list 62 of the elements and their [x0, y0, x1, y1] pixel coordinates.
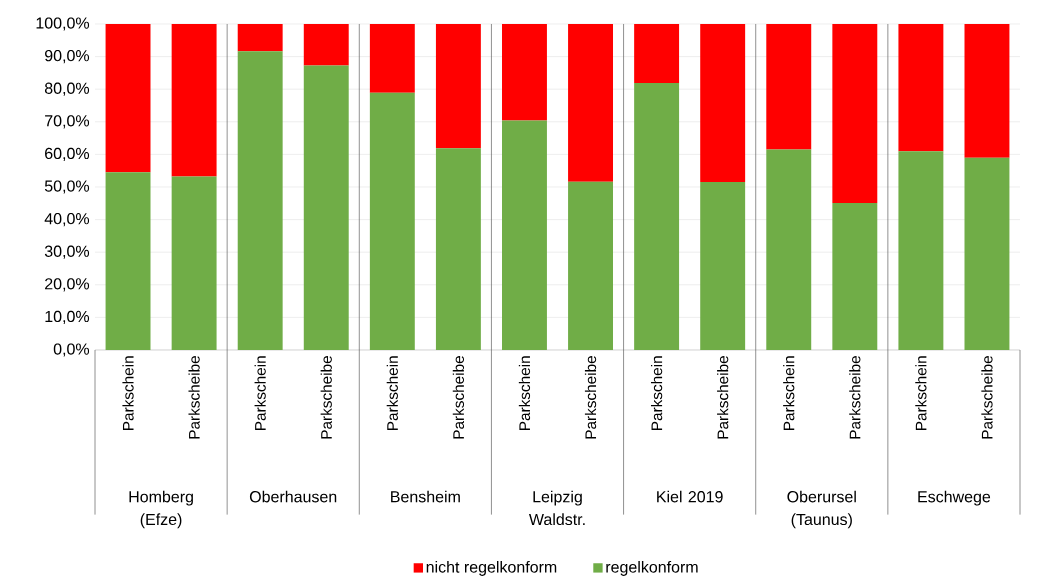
- text: Homberg (Efze): [129, 490, 193, 529]
- bar: [237, 23, 283, 52]
- text: Eschwege: [918, 490, 991, 506]
- bar: [832, 202, 878, 350]
- bar: [369, 23, 415, 93]
- bar: [964, 157, 1010, 350]
- y-tick-label: 80,0%: [44, 82, 90, 96]
- bar: [634, 83, 680, 350]
- bar: [303, 23, 349, 66]
- bar: [105, 172, 151, 350]
- y-tick-label: 100,0%: [36, 17, 90, 31]
- y-tick-label: 50,0%: [44, 180, 90, 194]
- legend-label: regelkonform: [606, 560, 698, 576]
- x-tick-label: Parkscheibe: [584, 356, 597, 439]
- bar: [634, 23, 680, 83]
- bar: [237, 51, 283, 350]
- x-tick-label: Parkscheibe: [717, 356, 729, 439]
- y-tick-label: 90,0%: [45, 49, 90, 64]
- x-tick-label: Parkschein: [783, 356, 795, 430]
- y-tick-label: 70,0%: [45, 115, 90, 129]
- bar: [369, 92, 415, 350]
- text: Leipzig Waldstr.: [528, 490, 585, 526]
- x-tick-label: Parkscheibe: [320, 356, 332, 439]
- bar: [700, 23, 746, 183]
- bar: [435, 23, 481, 149]
- x-tick-label: Parkschein: [650, 356, 663, 430]
- y-tick-label: 20,0%: [45, 278, 90, 292]
- bar: [898, 23, 944, 152]
- x-tick-label: Parkschein: [518, 356, 531, 430]
- x-tick-label: Parkschein: [386, 356, 398, 430]
- bar: [303, 65, 349, 350]
- text: Bensheim: [391, 490, 460, 503]
- bar: [832, 23, 878, 203]
- y-tick-label: 10,0%: [45, 310, 90, 324]
- x-tick-label: Parkscheibe: [981, 356, 993, 439]
- y-tick-label: 30,0%: [44, 245, 90, 259]
- bar: [171, 176, 217, 350]
- y-tick-label: 60,0%: [45, 147, 90, 161]
- bar: [964, 23, 1010, 158]
- bar: [700, 182, 746, 350]
- x-tick-label: Parkscheibe: [452, 356, 465, 439]
- bar: [568, 23, 614, 182]
- x-tick-label: Parkschein: [915, 356, 927, 430]
- y-tick-label: 40,0%: [44, 212, 90, 227]
- y-tick-label: 0,0%: [53, 343, 90, 357]
- bar: [502, 23, 547, 121]
- text: Kiel 2019: [657, 490, 723, 503]
- text: Oberursel (Taunus): [787, 490, 856, 529]
- bar: [766, 149, 812, 350]
- bar: [766, 23, 812, 150]
- x-tick-label: Parkscheibe: [849, 356, 861, 439]
- bar: [105, 23, 151, 173]
- bar: [435, 148, 481, 350]
- x-tick-label: Parkschein: [122, 356, 134, 430]
- x-tick-label: Parkscheibe: [188, 356, 200, 439]
- bar: [898, 151, 944, 350]
- x-tick-label: Parkschein: [254, 356, 266, 430]
- legend-label: nicht regelkonform: [426, 560, 557, 576]
- bar: [171, 23, 217, 177]
- bar: [502, 120, 547, 350]
- bar: [568, 181, 614, 350]
- text: Oberhausen: [249, 490, 337, 503]
